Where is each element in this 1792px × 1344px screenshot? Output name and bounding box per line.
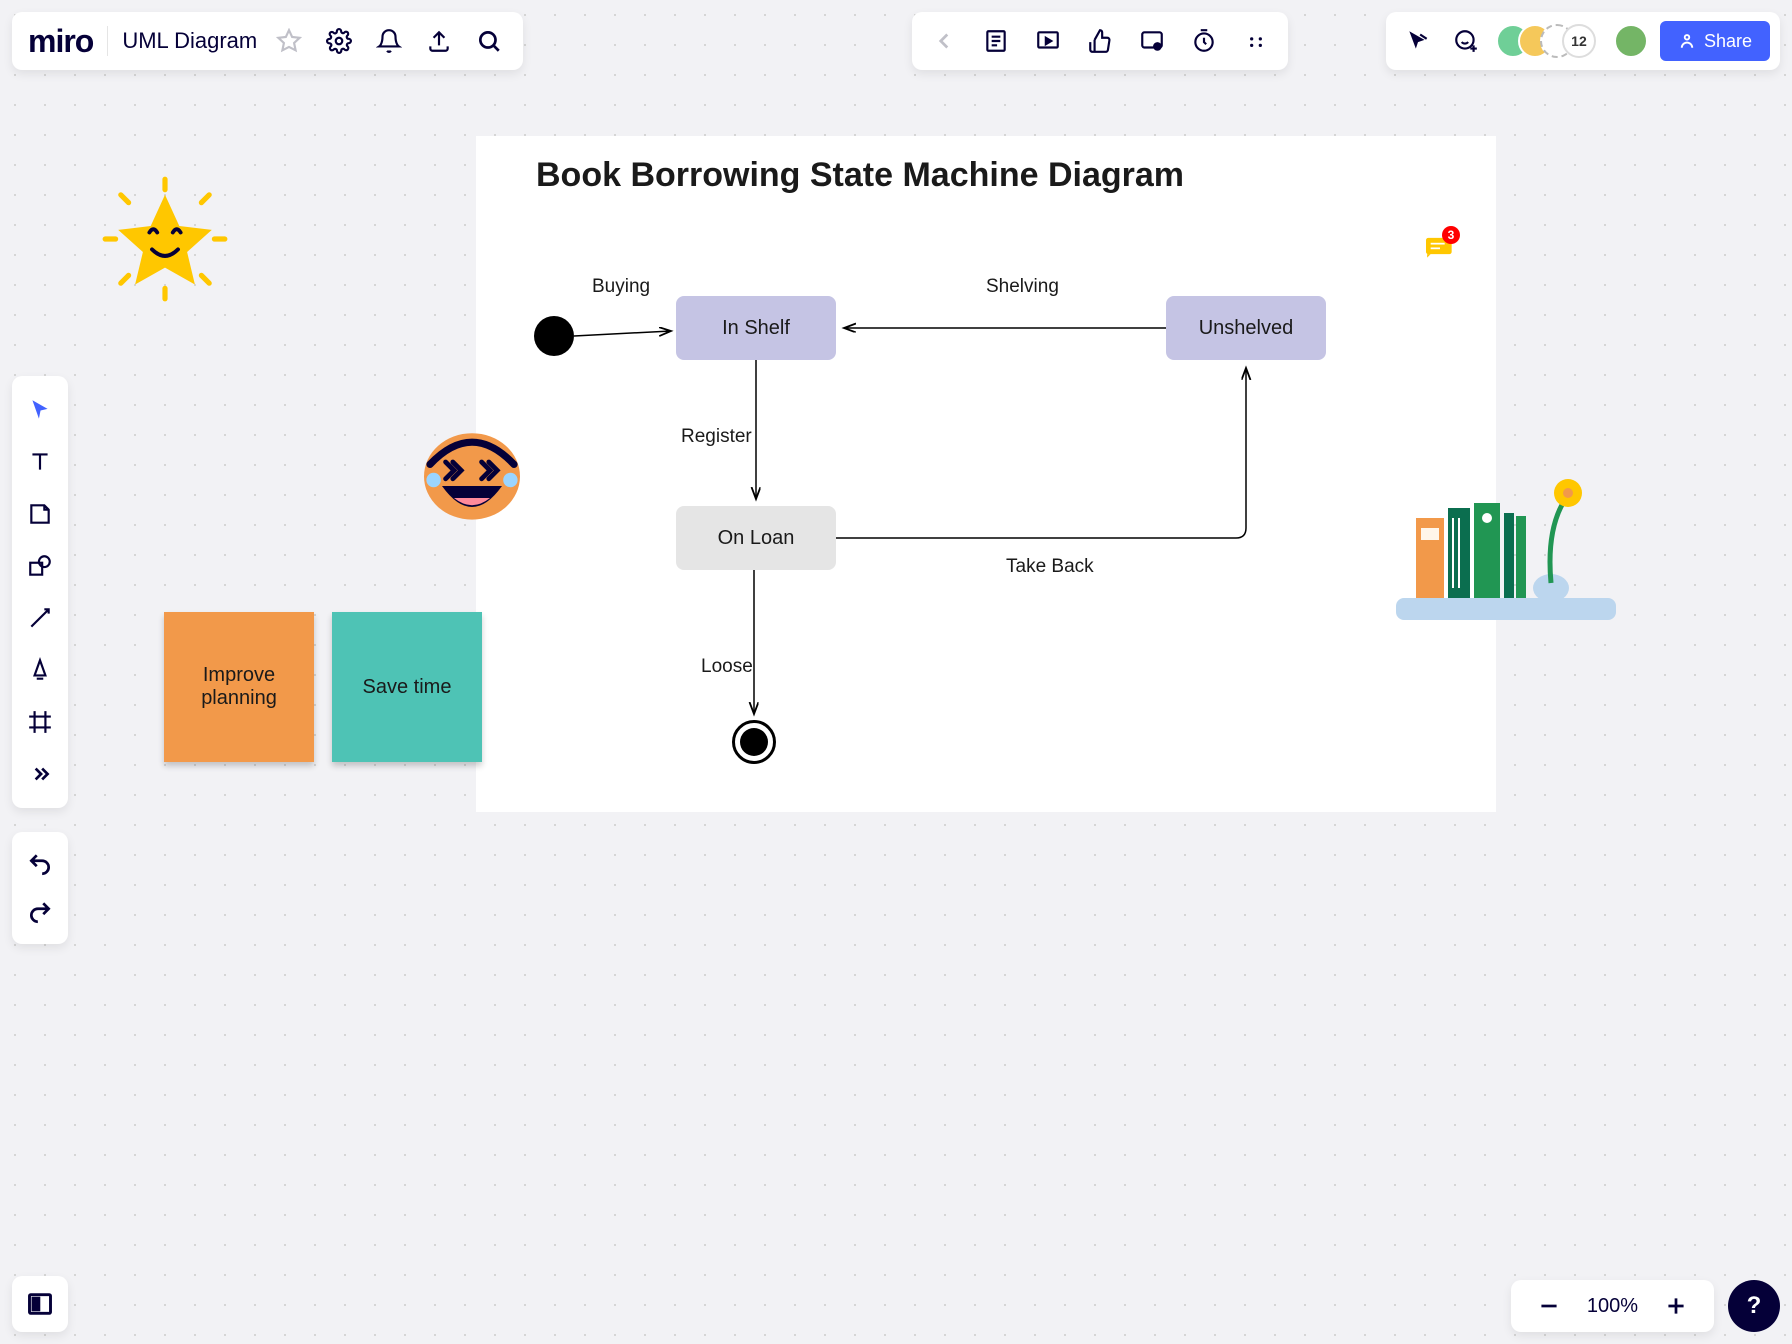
miro-logo[interactable]: miro [28,23,93,60]
frame-tool[interactable] [16,698,64,746]
settings-icon[interactable] [321,23,357,59]
laugh-sticker[interactable] [412,414,532,539]
search-icon[interactable] [471,23,507,59]
thumbsup-icon[interactable] [1082,23,1118,59]
notification-count: 3 [1442,226,1460,244]
undo-redo-panel [12,832,68,944]
edge-label-shelving: Shelving [986,276,1059,298]
left-toolbar [12,376,68,808]
diagram-title[interactable]: Book Borrowing State Machine Diagram [536,156,1184,195]
undo-button[interactable] [16,840,64,888]
zoom-in-button[interactable] [1658,1288,1694,1324]
line-tool[interactable] [16,594,64,642]
chevron-back-icon[interactable] [926,23,962,59]
diagram-edges [476,136,1496,812]
bottom-right-controls: 100% ? [1511,1280,1780,1332]
star-sticker[interactable] [100,174,230,309]
state-onloan[interactable]: On Loan [676,506,836,570]
share-button[interactable]: Share [1660,21,1770,61]
note-icon[interactable] [978,23,1014,59]
star-icon[interactable] [271,23,307,59]
sticky-note[interactable]: Save time [332,612,482,762]
select-tool[interactable] [16,386,64,434]
comment-icon[interactable] [1134,23,1170,59]
separator [107,26,108,56]
zoom-controls: 100% [1511,1280,1714,1332]
sticky-note[interactable]: Improve planning [164,612,314,762]
state-inshelf[interactable]: In Shelf [676,296,836,360]
start-node[interactable] [534,316,574,356]
shape-tool[interactable] [16,542,64,590]
topbar-right: 12 Share [1386,12,1780,70]
edge-label-register: Register [681,426,752,448]
collaborator-avatars[interactable]: 12 [1496,24,1596,58]
end-node[interactable] [732,720,776,764]
edge-label-loose: Loose [701,656,753,678]
bookshelf-sticker[interactable] [1396,458,1616,633]
diagram-frame[interactable]: Book Borrowing State Machine Diagram In … [476,136,1496,812]
more-icon[interactable] [1238,23,1274,59]
edge-label-takeback: Take Back [1006,556,1094,578]
text-tool[interactable] [16,438,64,486]
cursor-hide-icon[interactable] [1400,23,1436,59]
zoom-out-button[interactable] [1531,1288,1567,1324]
avatar-count[interactable]: 12 [1562,24,1596,58]
pen-tool[interactable] [16,646,64,694]
more-tools[interactable] [16,750,64,798]
topbar-left: miro UML Diagram [12,12,523,70]
sticky-tool[interactable] [16,490,64,538]
minimap-button[interactable] [12,1276,68,1332]
bell-icon[interactable] [371,23,407,59]
comment-notification[interactable]: 3 [1426,232,1454,260]
export-icon[interactable] [421,23,457,59]
share-button-label: Share [1704,31,1752,52]
present-icon[interactable] [1030,23,1066,59]
topbar-center [912,12,1288,70]
zoom-level[interactable]: 100% [1587,1295,1638,1318]
edge-label-buying: Buying [592,276,650,298]
help-button[interactable]: ? [1728,1280,1780,1332]
self-avatar[interactable] [1614,24,1648,58]
timer-icon[interactable] [1186,23,1222,59]
reactions-icon[interactable] [1448,23,1484,59]
state-unshelved[interactable]: Unshelved [1166,296,1326,360]
redo-button[interactable] [16,888,64,936]
board-title[interactable]: UML Diagram [122,28,257,54]
